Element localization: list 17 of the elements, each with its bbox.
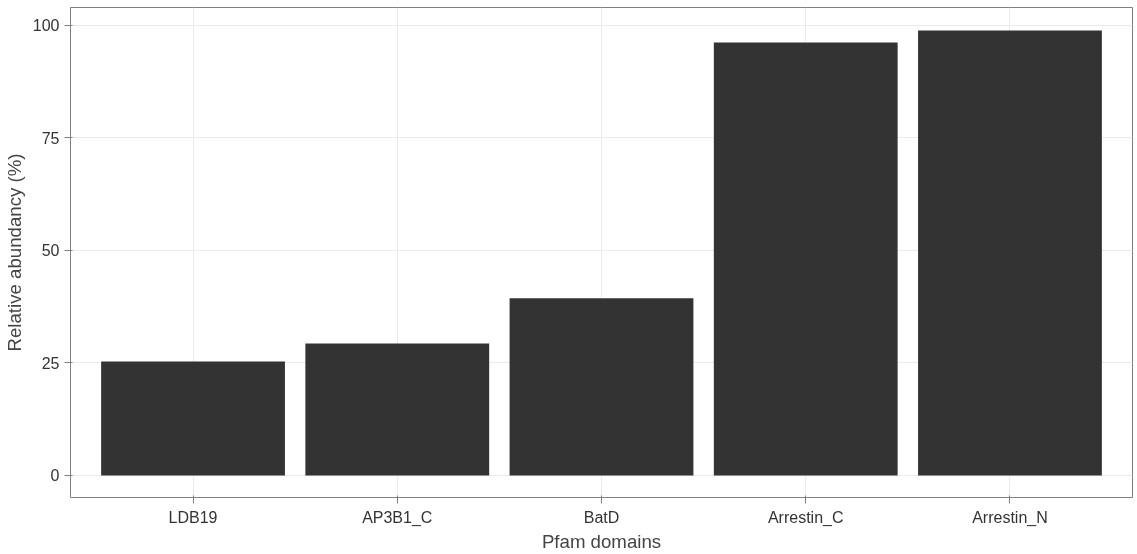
bar: [509, 298, 694, 476]
x-tick-label: BatD: [583, 508, 620, 526]
y-tick-label: 75: [41, 129, 60, 147]
y-tick-label: 0: [50, 467, 60, 485]
y-tick-label: 100: [32, 17, 60, 35]
y-tick-label: 50: [41, 242, 60, 260]
y-axis-title: Relative abundancy (%): [3, 153, 25, 352]
y-tick-label: 25: [41, 354, 60, 372]
bar: [305, 343, 490, 476]
x-tick-label: LDB19: [168, 508, 218, 526]
bar: [101, 361, 285, 476]
x-tick-label: AP3B1_C: [362, 508, 433, 527]
bar: [713, 42, 898, 476]
x-axis-title: Pfam domains: [541, 530, 662, 552]
x-tick-label: Arrestin_C: [767, 508, 844, 527]
x-tick-label: Arrestin_N: [972, 508, 1048, 527]
bar: [918, 30, 1102, 476]
